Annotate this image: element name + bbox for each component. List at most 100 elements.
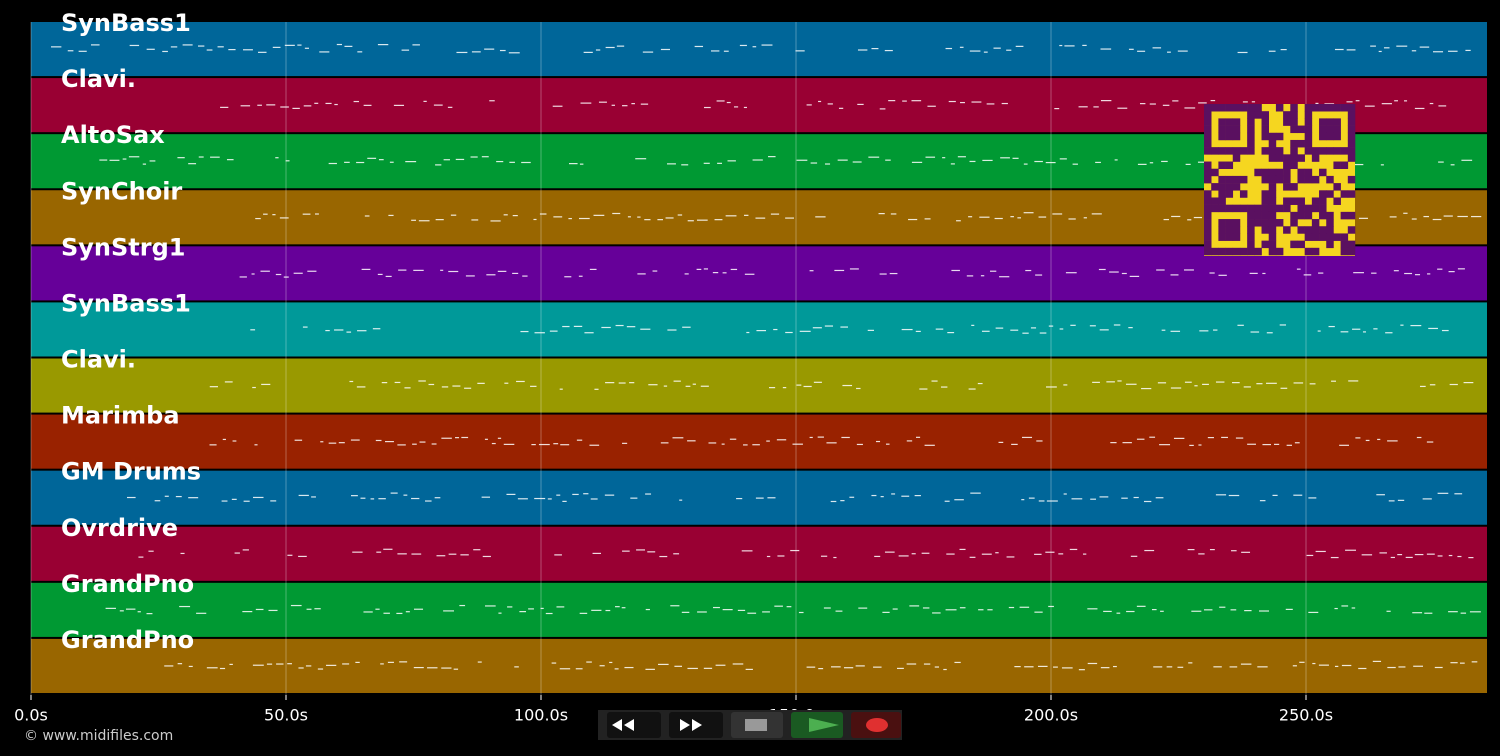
qr-module — [1326, 132, 1334, 141]
stop-button[interactable] — [731, 712, 783, 738]
qr-module — [1326, 190, 1334, 198]
qr-module — [1225, 147, 1234, 155]
qr-module — [1225, 183, 1234, 191]
qr-module — [1225, 226, 1234, 234]
qr-module — [1304, 139, 1313, 148]
qr-module — [1232, 183, 1241, 191]
grid — [30, 22, 1307, 695]
qr-module — [1304, 111, 1313, 119]
forward-button[interactable] — [669, 712, 723, 738]
qr-module — [1254, 211, 1262, 220]
qr-module — [1218, 190, 1226, 198]
track-lane — [31, 638, 1487, 693]
tick-label: 100.0s — [514, 706, 568, 725]
qr-module — [1347, 240, 1356, 249]
track-name: AltoSax — [61, 121, 165, 149]
qr-module — [1268, 219, 1277, 227]
qr-module — [1304, 118, 1313, 126]
qr-module — [1333, 197, 1341, 205]
track-name: GM Drums — [61, 458, 201, 486]
qr-module — [1218, 226, 1226, 234]
qr-module — [1311, 219, 1320, 227]
qr-module — [1261, 204, 1270, 213]
qr-module — [1211, 147, 1219, 155]
qr-module — [1268, 139, 1277, 148]
track-name: SynChoir — [61, 177, 182, 205]
qr-module — [1268, 226, 1277, 234]
qr-module — [1204, 204, 1212, 213]
record-button[interactable] — [851, 712, 901, 738]
qr-module — [1347, 118, 1356, 126]
qr-module — [1283, 197, 1291, 205]
track-lane — [31, 22, 1487, 77]
track-name: SynBass1 — [61, 289, 191, 317]
qr-module — [1275, 219, 1284, 227]
qr-module — [1347, 139, 1356, 148]
qr-module — [1347, 190, 1356, 198]
qr-module — [1261, 168, 1270, 177]
qr-module — [1275, 168, 1284, 177]
qr-module — [1297, 175, 1305, 184]
qr-module — [1211, 168, 1219, 177]
qr-module — [1261, 190, 1270, 198]
qr-module — [1247, 211, 1255, 220]
qr-module — [1218, 175, 1226, 184]
tick-label: 0.0s — [14, 706, 48, 725]
note-marks — [209, 436, 1434, 447]
qr-module — [1347, 175, 1356, 184]
qr-module — [1204, 125, 1212, 134]
qr-module — [1290, 139, 1298, 148]
qr-module — [1333, 132, 1341, 141]
qr-module — [1275, 204, 1284, 213]
play-button[interactable] — [791, 712, 843, 738]
qr-module — [1247, 104, 1255, 112]
qr-module — [1204, 118, 1212, 126]
track-name: GrandPno — [61, 570, 194, 598]
qr-module — [1333, 125, 1341, 134]
qr-module — [1268, 190, 1277, 198]
qr-module — [1268, 247, 1277, 256]
qr-module — [1347, 132, 1356, 141]
qr-module — [1283, 111, 1291, 119]
qr-module — [1319, 147, 1327, 155]
qr-module — [1254, 111, 1262, 119]
qr-module — [1254, 104, 1262, 112]
qr-module — [1247, 111, 1255, 119]
qr-module — [1247, 240, 1255, 249]
qr-module — [1239, 175, 1248, 184]
qr-module — [1225, 118, 1234, 126]
qr-module — [1204, 139, 1212, 148]
qr-module — [1218, 147, 1226, 155]
qr-module — [1225, 104, 1234, 112]
qr-module — [1218, 125, 1226, 134]
qr-module — [1232, 219, 1241, 227]
qr-module — [1261, 132, 1270, 141]
qr-module — [1204, 161, 1212, 170]
qr-module — [1218, 233, 1226, 241]
qr-module — [1261, 111, 1270, 119]
transport-controls — [598, 710, 902, 740]
qr-module — [1261, 197, 1270, 205]
tick-label: 50.0s — [264, 706, 308, 725]
qr-module — [1283, 161, 1291, 170]
qr-module — [1204, 104, 1212, 112]
qr-module — [1211, 104, 1219, 112]
qr-module — [1232, 104, 1241, 112]
qr-module — [1268, 175, 1277, 184]
qr-module — [1340, 161, 1349, 170]
rewind-button[interactable] — [607, 712, 661, 738]
qr-module — [1204, 168, 1212, 177]
qr-module — [1347, 104, 1356, 112]
qr-module — [1290, 118, 1298, 126]
qr-module — [1304, 211, 1313, 220]
qr-module — [1340, 211, 1349, 220]
qr-module — [1261, 118, 1270, 126]
qr-module — [1261, 147, 1270, 155]
note-marks — [138, 548, 1474, 559]
track-area — [31, 22, 1487, 693]
track-lane — [31, 302, 1487, 357]
qr-module — [1333, 233, 1341, 241]
qr-module — [1218, 197, 1226, 205]
qr-module — [1311, 226, 1320, 234]
